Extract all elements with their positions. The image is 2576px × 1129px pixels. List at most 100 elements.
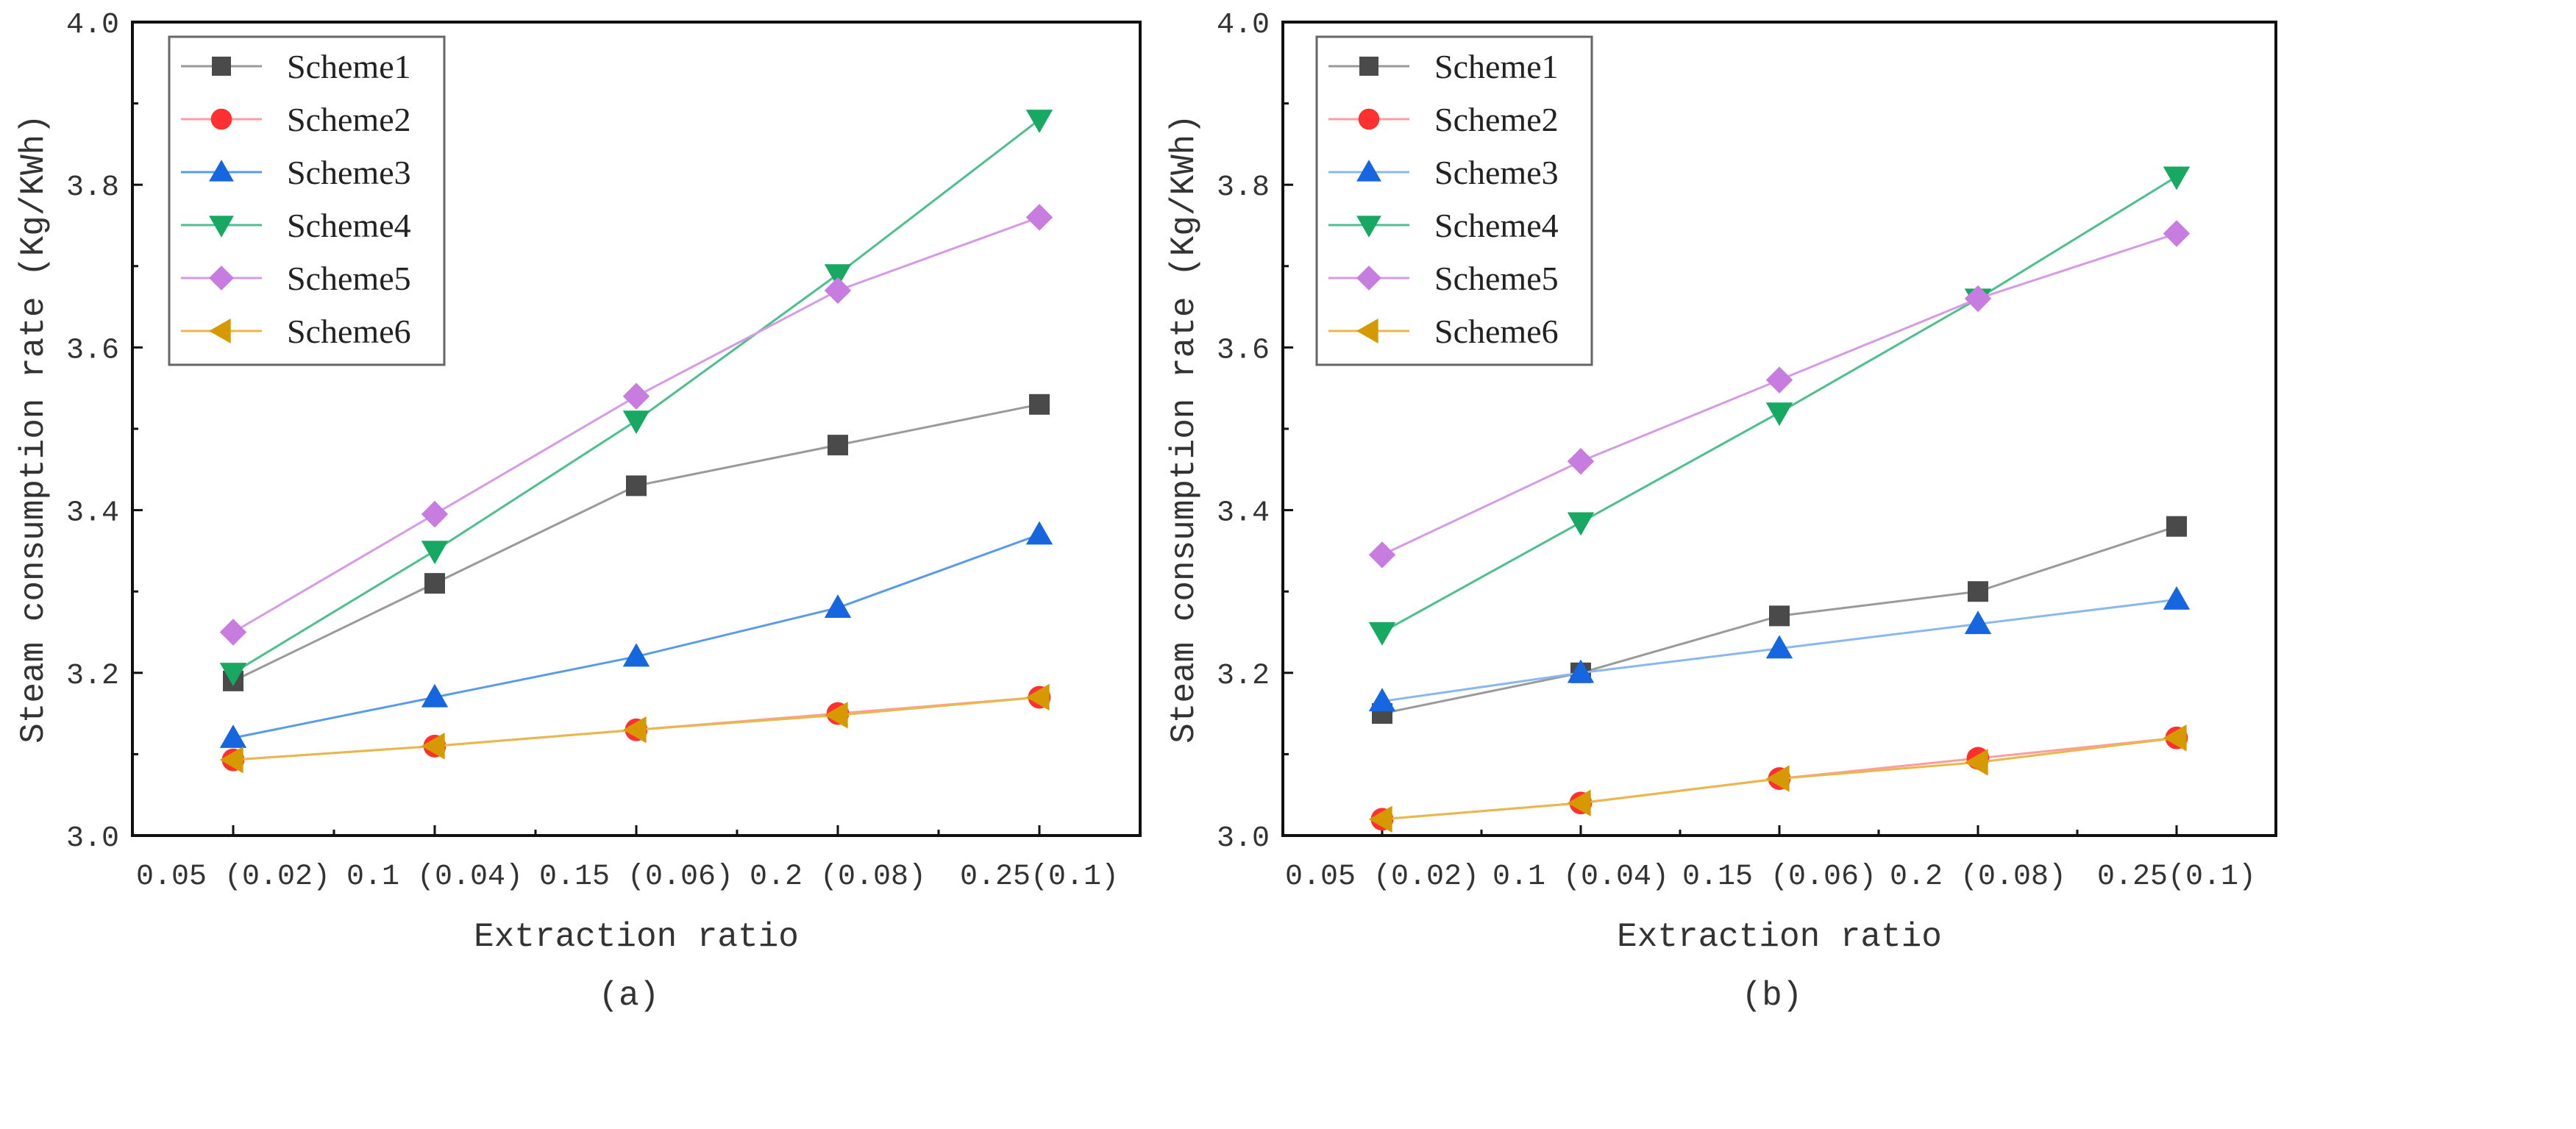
data-point: [1765, 635, 1793, 659]
y-tick-label: 3.6: [66, 334, 119, 367]
data-point: [2163, 586, 2191, 610]
series-scheme3: [219, 521, 1053, 748]
data-point: [219, 724, 247, 748]
data-point: [1368, 805, 1392, 833]
legend-label: Scheme2: [1434, 101, 1559, 138]
data-point: [424, 573, 445, 594]
legend-label: Scheme3: [1434, 154, 1559, 191]
legend-box: [168, 35, 446, 366]
y-tick-label: 3.8: [1217, 171, 1270, 204]
diamond-marker-icon: [1356, 266, 1381, 291]
data-point: [2163, 220, 2191, 247]
data-point: [219, 663, 247, 686]
series-scheme1: [1372, 516, 2187, 724]
data-point: [421, 500, 449, 528]
legend-label: Scheme3: [287, 154, 411, 191]
y-tick-label: 3.0: [66, 822, 119, 855]
square-marker-icon: [1359, 57, 1378, 76]
x-tick-label: 0.25(0.1): [960, 861, 1119, 894]
chart-panel-a: 3.0 3.2 3.4 3.6 3.8 4.0 0.05 (0.02) 0.1 (0.04) 0…: [15, 9, 1142, 1015]
data-point: [1765, 366, 1793, 393]
data-point: [828, 435, 848, 456]
x-tick-label: 0.15 (0.06): [539, 861, 733, 894]
legend-label: Scheme2: [287, 101, 411, 138]
y-tick-label: 3.6: [1217, 334, 1270, 367]
panel-caption: (a): [599, 977, 660, 1015]
x-tick-label: 0.05 (0.02): [1285, 861, 1479, 894]
y-tick-label: 3.2: [66, 660, 119, 693]
y-tick-label: 3.4: [66, 497, 119, 530]
triangle-up-marker-icon: [1356, 160, 1381, 182]
x-axis-title: Extraction ratio: [1617, 918, 1942, 956]
data-point: [2163, 724, 2187, 752]
data-point: [622, 716, 647, 744]
data-point: [1964, 285, 1992, 313]
series-scheme6: [1368, 724, 2187, 833]
data-point: [622, 382, 650, 410]
data-point: [1567, 789, 1591, 816]
triangle-left-marker-icon: [209, 318, 231, 343]
x-tick-label: 0.1 (0.04): [346, 861, 523, 894]
series-scheme6: [219, 683, 1050, 774]
x-axis-title: Extraction ratio: [474, 918, 799, 956]
data-point: [1025, 110, 1053, 133]
x-tick-label: 0.2 (0.08): [750, 861, 926, 894]
panel-caption: (b): [1742, 977, 1803, 1015]
legend-label: Scheme1: [287, 48, 411, 85]
y-axis-title: Steam consumption rate (Kg/KWh): [1165, 114, 1203, 744]
triangle-left-marker-icon: [1356, 318, 1378, 343]
chart-panel-b: 3.0 3.2 3.4 3.6 3.8 4.0 0.05 (0.02) 0.1 (0.04) 0…: [1165, 9, 2277, 1015]
data-point: [421, 733, 445, 760]
series-scheme5: [1368, 220, 2191, 569]
data-point: [824, 702, 848, 729]
data-point: [1765, 402, 1793, 427]
series-scheme5: [219, 204, 1053, 646]
data-point: [219, 619, 247, 646]
legend: Scheme1 Scheme2 Scheme3 Scheme4 Scheme5 Schem…: [168, 35, 446, 366]
y-tick-label: 3.8: [66, 171, 119, 204]
legend-label: Scheme6: [1434, 313, 1559, 350]
legend: Scheme1 Scheme2 Scheme3 Scheme4 Scheme5 Schem…: [1315, 35, 1593, 366]
legend-label: Scheme1: [1434, 48, 1559, 85]
series-scheme3: [1368, 586, 2191, 712]
x-tick-label: 0.1 (0.04): [1492, 861, 1669, 894]
data-point: [1765, 765, 1790, 792]
data-point: [2163, 166, 2191, 190]
data-point: [824, 277, 852, 304]
y-axis-title: Steam consumption rate (Kg/KWh): [15, 114, 53, 744]
data-point: [2166, 516, 2187, 537]
data-point: [1368, 622, 1396, 646]
data-point: [824, 264, 852, 288]
legend-label: Scheme4: [287, 207, 411, 244]
data-point: [824, 594, 852, 618]
data-point: [1964, 749, 1988, 776]
x-tick-label: 0.05 (0.02): [136, 861, 330, 894]
data-point: [219, 746, 243, 774]
y-tick-label: 4.0: [1217, 9, 1270, 42]
data-point: [1567, 512, 1595, 536]
triangle-down-marker-icon: [1356, 216, 1381, 238]
legend-label: Scheme5: [287, 260, 411, 297]
circle-marker-icon: [210, 108, 232, 130]
legend-label: Scheme6: [287, 313, 411, 350]
data-point: [421, 541, 449, 565]
y-tick-label: 3.0: [1217, 822, 1270, 855]
data-point: [1968, 581, 1988, 602]
series-scheme4: [219, 110, 1053, 686]
data-point: [1368, 541, 1396, 569]
data-point: [622, 410, 650, 435]
x-tick-label: 0.15 (0.06): [1682, 861, 1876, 894]
legend-label: Scheme4: [1434, 207, 1559, 244]
data-point: [421, 683, 449, 708]
legend-box: [1315, 35, 1593, 366]
data-point: [626, 475, 647, 496]
data-point: [1368, 688, 1396, 712]
data-point: [1025, 521, 1053, 545]
data-point: [1567, 659, 1595, 683]
x-tick-label: 0.25(0.1): [2097, 861, 2256, 894]
data-point: [1964, 610, 1992, 635]
y-tick-label: 3.2: [1217, 660, 1270, 693]
square-marker-icon: [212, 57, 231, 76]
data-point: [1025, 683, 1050, 711]
y-tick-label: 4.0: [66, 9, 119, 42]
